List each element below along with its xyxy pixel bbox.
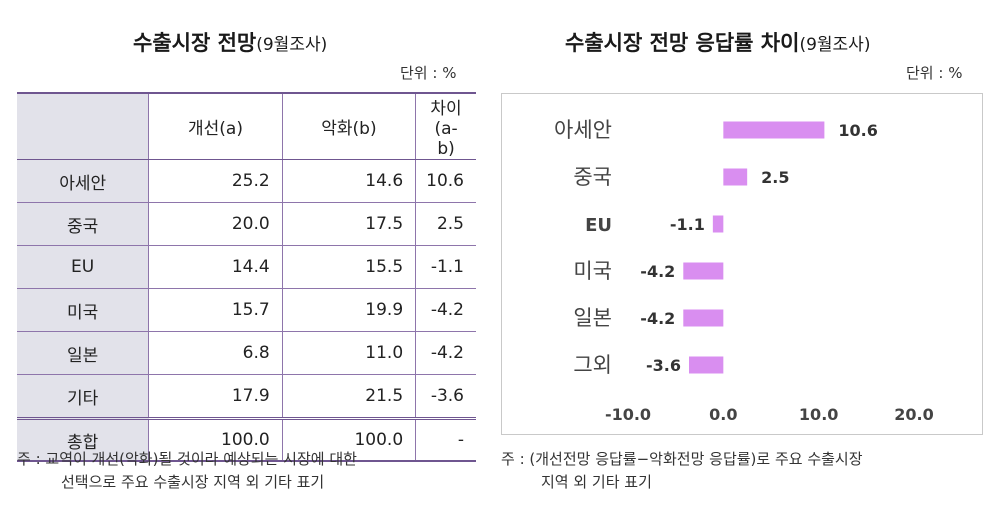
category-label: 중국 (573, 165, 612, 189)
cell-worsen: 17.5 (281, 202, 416, 246)
table-title: 수출시장 전망(9월조사) (133, 27, 327, 57)
table-total-row: 총합 100.0 100.0 - (17, 417, 476, 462)
row-label: 중국 (17, 202, 149, 246)
table-row: 일본 6.8 11.0 -4.2 (17, 331, 476, 375)
x-tick-label: 20.0 (894, 405, 933, 424)
chart-frame: 아세안 10.6 중국 2.5 EU -1.1 미국 -4.2 일본 -4.2 그외 -3.6 -10.… (501, 93, 983, 435)
cell-improve: 14.4 (148, 245, 283, 289)
cell-diff: -4.2 (415, 331, 476, 375)
category-label: 아세안 (554, 118, 612, 142)
row-label: 아세안 (17, 159, 149, 203)
table-title-sub: (9월조사) (256, 35, 328, 55)
cell-worsen: 19.9 (281, 288, 416, 332)
cell-improve: 6.8 (148, 331, 283, 375)
row-label: 일본 (17, 331, 149, 375)
chart-title-main: 수출시장 전망 응답률 차이 (565, 31, 800, 55)
table-title-main: 수출시장 전망 (133, 31, 257, 55)
category-label: 일본 (573, 306, 612, 330)
table-header-worsen: 악화(b) (281, 92, 416, 160)
chart-footnote-line1: 주 : (개선전망 응답률−악화전망 응답률)로 주요 수출시장 (501, 450, 863, 468)
total-improve: 100.0 (148, 417, 283, 462)
bar (712, 215, 724, 233)
table-row: 기타 17.9 21.5 -3.6 (17, 374, 476, 419)
table-row: 중국 20.0 17.5 2.5 (17, 202, 476, 246)
value-label: -4.2 (640, 309, 675, 328)
total-label: 총합 (17, 417, 149, 462)
table-header-diff: 차이(a-b) (415, 92, 476, 160)
category-label: EU (585, 215, 612, 236)
category-label: 미국 (573, 259, 612, 283)
value-label: 10.6 (838, 121, 877, 140)
table-header-improve: 개선(a) (148, 92, 283, 160)
chart-footnote-line2: 지역 외 기타 표기 (541, 473, 652, 491)
x-tick-label: 10.0 (799, 405, 838, 424)
cell-worsen: 11.0 (281, 331, 416, 375)
cell-worsen: 15.5 (281, 245, 416, 289)
table-footnote-line2: 선택으로 주요 수출시장 지역 외 기타 표기 (61, 473, 325, 491)
row-label: 미국 (17, 288, 149, 332)
table-unit-label: 단위 : % (400, 64, 457, 82)
value-label: -4.2 (640, 262, 675, 281)
table-header-corner (17, 92, 149, 160)
chart-unit-label: 단위 : % (906, 64, 963, 82)
table-row: 미국 15.7 19.9 -4.2 (17, 288, 476, 332)
table-header-row: 개선(a) 악화(b) 차이(a-b) (17, 92, 476, 160)
cell-improve: 20.0 (148, 202, 283, 246)
value-label: -3.6 (646, 356, 681, 375)
chart-footnote: 주 : (개선전망 응답률−악화전망 응답률)로 주요 수출시장 지역 외 기타… (501, 448, 863, 494)
category-label: 그외 (573, 353, 612, 377)
value-label: 2.5 (761, 168, 789, 187)
cell-worsen: 21.5 (281, 374, 416, 419)
cell-improve: 25.2 (148, 159, 283, 203)
bar (723, 121, 825, 139)
table-footnote: 주 : 교역이 개선(악화)될 것이라 예상되는 시장에 대한 선택으로 주요 … (17, 448, 357, 494)
row-label: EU (17, 245, 149, 289)
table-row: 아세안 25.2 14.6 10.6 (17, 159, 476, 203)
total-worsen: 100.0 (281, 417, 416, 462)
x-tick-label: -10.0 (605, 405, 651, 424)
cell-improve: 15.7 (148, 288, 283, 332)
bar (689, 356, 724, 374)
cell-worsen: 14.6 (281, 159, 416, 203)
value-label: -1.1 (670, 215, 705, 234)
table-footnote-line1: 주 : 교역이 개선(악화)될 것이라 예상되는 시장에 대한 (17, 450, 357, 468)
x-tick-label: 0.0 (709, 405, 737, 424)
bar (683, 309, 724, 327)
row-label: 기타 (17, 374, 149, 419)
chart-title-sub: (9월조사) (799, 35, 871, 55)
cell-diff: 10.6 (415, 159, 476, 203)
cell-improve: 17.9 (148, 374, 283, 419)
table-row: EU 14.4 15.5 -1.1 (17, 245, 476, 289)
export-market-table: 개선(a) 악화(b) 차이(a-b) 아세안 25.2 14.6 10.6 중… (17, 92, 476, 462)
diff-bar-chart: 아세안 10.6 중국 2.5 EU -1.1 미국 -4.2 일본 -4.2 그외 -3.6 -10.… (554, 118, 934, 424)
bar (723, 168, 748, 186)
cell-diff: 2.5 (415, 202, 476, 246)
cell-diff: -1.1 (415, 245, 476, 289)
cell-diff: -4.2 (415, 288, 476, 332)
cell-diff: -3.6 (415, 374, 476, 419)
total-diff: - (415, 417, 476, 462)
chart-title: 수출시장 전망 응답률 차이(9월조사) (565, 27, 870, 57)
bar (683, 262, 724, 280)
